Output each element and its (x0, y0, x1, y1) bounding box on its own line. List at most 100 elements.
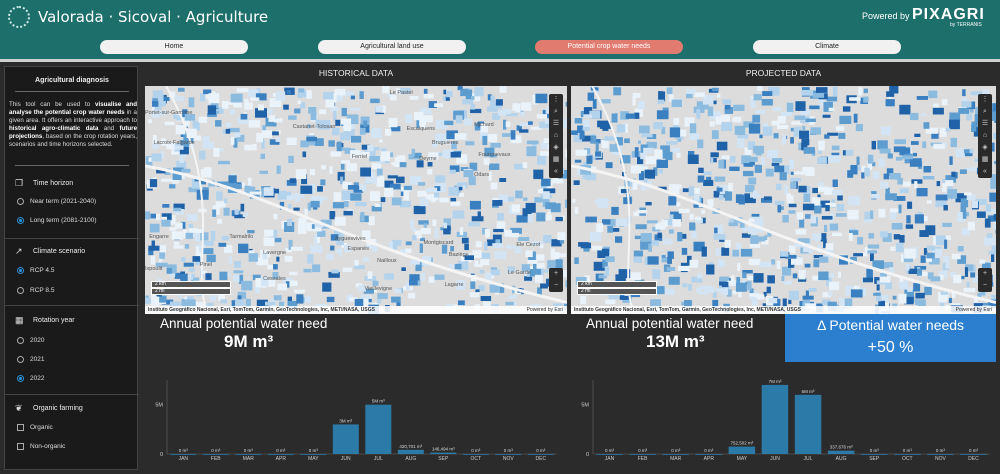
parcel (484, 241, 488, 251)
bar[interactable] (365, 404, 392, 454)
parcel (701, 246, 707, 257)
parcel (514, 246, 522, 254)
parcel (735, 194, 743, 203)
option-rcp45[interactable]: RCP 4.5 (17, 267, 54, 274)
parcel (202, 141, 215, 149)
tab-climate[interactable]: Climate (753, 40, 901, 54)
basemap-icon[interactable]: ▦ (981, 156, 989, 163)
parcel (537, 287, 542, 296)
home-icon[interactable]: ⌂ (553, 132, 559, 139)
parcel (790, 137, 794, 144)
bar[interactable] (495, 454, 522, 455)
bar[interactable] (267, 454, 294, 455)
bar[interactable] (728, 446, 756, 454)
bar[interactable] (596, 454, 623, 455)
bar[interactable] (894, 454, 921, 455)
copy-icon: ❐ (15, 178, 24, 188)
parcel (671, 147, 680, 153)
place-label: Pinel (199, 262, 213, 268)
bar[interactable] (662, 454, 690, 455)
expand-icon[interactable]: « (554, 168, 558, 175)
x-tick-label: AUG (405, 456, 416, 462)
legend-icon[interactable]: ☰ (981, 120, 989, 127)
search-icon[interactable]: ⌕ (983, 108, 987, 115)
option-near-term[interactable]: Near term (2021-2040) (17, 198, 96, 205)
collapse-icon[interactable]: ⋮ (981, 96, 989, 103)
option-2021[interactable]: 2021 (17, 356, 44, 363)
option-long-term[interactable]: Long term (2081-2100) (17, 217, 97, 224)
tab-agricultural-land-use[interactable]: Agricultural land use (318, 40, 466, 54)
home-icon[interactable]: ⌂ (982, 132, 988, 139)
parcel (620, 155, 631, 164)
option-non-organic[interactable]: Non-organic (17, 443, 65, 450)
expand-icon[interactable]: « (983, 168, 987, 175)
layers-icon[interactable]: ◈ (553, 144, 559, 151)
basemap-icon[interactable]: ▦ (552, 156, 560, 163)
bar[interactable] (235, 454, 262, 455)
bar[interactable] (960, 454, 987, 455)
zoom-in-icon[interactable]: + (982, 270, 988, 277)
bar[interactable] (202, 454, 229, 455)
bar[interactable] (430, 452, 457, 454)
parcel (913, 152, 917, 157)
parcel (828, 281, 840, 291)
parcel (520, 111, 525, 117)
parcel (434, 227, 439, 236)
parcel (582, 127, 590, 131)
parcel (845, 285, 855, 296)
parcel (636, 210, 648, 214)
option-rcp85[interactable]: RCP 8.5 (17, 287, 54, 294)
option-organic[interactable]: Organic (17, 424, 53, 431)
parcel (446, 130, 458, 140)
parcel (152, 90, 164, 99)
parcel (989, 192, 996, 202)
parcel (267, 264, 276, 270)
bar[interactable] (629, 454, 656, 455)
legend-icon[interactable]: ☰ (552, 120, 560, 127)
bar[interactable] (861, 454, 888, 455)
zoom-out-icon[interactable]: − (982, 282, 988, 289)
parcel (686, 93, 693, 99)
search-icon[interactable]: ⌕ (554, 108, 558, 115)
parcel (244, 98, 249, 103)
bar[interactable] (761, 384, 789, 454)
bar[interactable] (794, 394, 822, 454)
parcel (985, 204, 992, 212)
parcel (702, 95, 714, 105)
bar[interactable] (397, 449, 424, 454)
tab-potential-crop-water-needs[interactable]: Potential crop water needs (535, 40, 683, 54)
parcel (425, 194, 436, 199)
parcel (774, 200, 785, 205)
bar[interactable] (527, 454, 554, 455)
historical-map[interactable]: ⋮ ⌕ ☰ ⌂ ◈ ▦ « + − 2 km 2 mi Instituto Geográfico… (145, 86, 567, 314)
parcel (391, 296, 401, 303)
zoom-in-icon[interactable]: + (553, 270, 559, 277)
bar[interactable] (170, 454, 197, 455)
bar[interactable] (462, 454, 489, 455)
parcel (893, 234, 900, 240)
projected-map[interactable]: ⋮ ⌕ ☰ ⌂ ◈ ▦ « + − 2 km 2 mi Instituto Geográfico… (571, 86, 996, 314)
bar[interactable] (927, 454, 954, 455)
parcel (777, 115, 786, 124)
parcel (151, 109, 160, 118)
collapse-icon[interactable]: ⋮ (552, 96, 560, 103)
parcel (195, 301, 206, 310)
bar[interactable] (695, 454, 723, 455)
parcel (435, 175, 446, 183)
parcel (248, 250, 255, 256)
bar[interactable] (827, 450, 855, 454)
bar[interactable] (300, 454, 327, 455)
parcel (148, 245, 160, 251)
option-2022[interactable]: 2022 (17, 375, 44, 382)
zoom-out-icon[interactable]: − (553, 282, 559, 289)
data-label: 752,502 m³ (731, 441, 754, 446)
bar[interactable] (332, 424, 359, 454)
parcel (745, 184, 755, 193)
layers-icon[interactable]: ◈ (982, 144, 988, 151)
parcel (652, 269, 661, 280)
parcel (414, 230, 422, 239)
option-2020[interactable]: 2020 (17, 337, 44, 344)
tab-home[interactable]: Home (100, 40, 248, 54)
parcel (630, 165, 641, 174)
parcel (341, 107, 347, 117)
